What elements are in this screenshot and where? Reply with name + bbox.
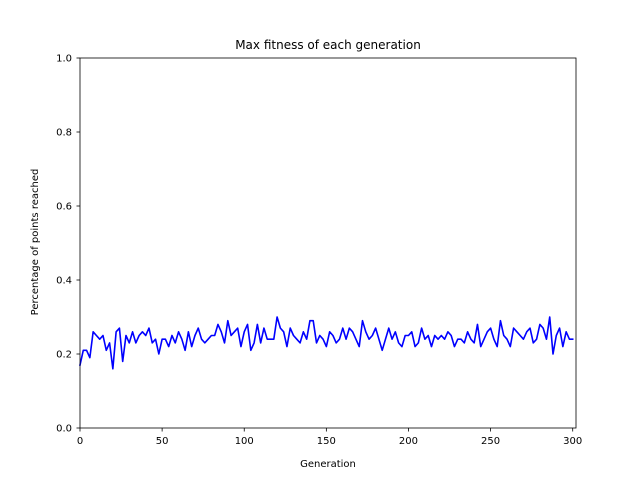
chart-title: Max fitness of each generation bbox=[235, 38, 421, 52]
y-tick-label: 0.8 bbox=[56, 128, 72, 139]
x-tick-label: 0 bbox=[77, 436, 83, 447]
x-tick-label: 150 bbox=[317, 436, 336, 447]
y-tick-label: 0.4 bbox=[56, 276, 72, 287]
series-line-0 bbox=[79, 316, 574, 370]
x-tick-label: 50 bbox=[156, 436, 169, 447]
x-tick-label: 300 bbox=[563, 436, 582, 447]
axes-frame bbox=[79, 57, 577, 429]
plot-area: 0 50 100 150 200 250 300 0.0 0.2 0.4 0.6 0.8 1.0 bbox=[56, 54, 582, 448]
y-tick-label: 1.0 bbox=[56, 54, 72, 65]
x-tick-label: 250 bbox=[481, 436, 500, 447]
y-tick-label: 0.6 bbox=[56, 202, 72, 213]
y-axis-label: Percentage of points reached bbox=[30, 169, 41, 316]
y-tick-label: 0.0 bbox=[56, 424, 72, 435]
x-axis-label: Generation bbox=[300, 459, 356, 470]
x-tick-label: 200 bbox=[399, 436, 418, 447]
x-tick-label: 100 bbox=[235, 436, 254, 447]
y-tick-label: 0.2 bbox=[56, 350, 72, 361]
